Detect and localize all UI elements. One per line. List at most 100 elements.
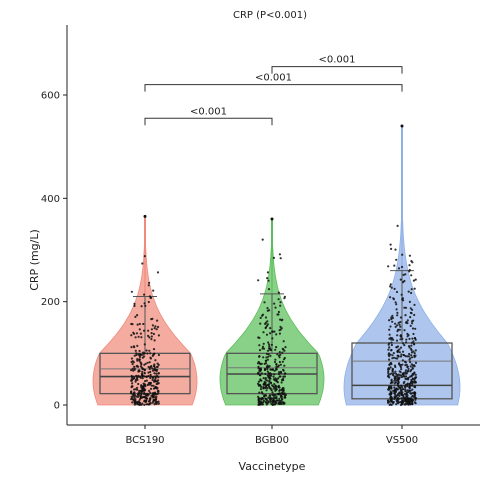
data-point <box>267 279 270 282</box>
data-point <box>271 337 274 340</box>
data-point <box>146 361 149 364</box>
data-point <box>406 394 409 397</box>
data-point <box>411 356 414 359</box>
data-point <box>136 323 139 326</box>
data-point <box>414 327 417 330</box>
data-point <box>283 297 286 300</box>
data-point <box>273 373 276 376</box>
data-point <box>279 402 282 405</box>
data-point <box>259 316 262 319</box>
data-point <box>262 331 265 334</box>
data-point <box>134 398 137 401</box>
data-point <box>275 333 278 336</box>
data-point <box>265 389 268 392</box>
data-point <box>146 383 149 387</box>
data-point <box>400 353 403 356</box>
data-point <box>389 285 392 288</box>
data-point <box>394 322 397 325</box>
data-point <box>265 401 268 404</box>
data-point <box>260 391 263 394</box>
data-point <box>273 360 277 364</box>
data-point <box>142 322 145 326</box>
data-point <box>270 402 273 405</box>
data-point <box>134 349 137 352</box>
data-point <box>387 368 390 371</box>
data-point <box>388 400 391 403</box>
data-point <box>135 377 139 380</box>
data-point <box>388 333 391 336</box>
data-point <box>399 403 403 407</box>
data-point <box>130 398 133 401</box>
data-point <box>262 377 265 380</box>
data-point <box>136 314 139 317</box>
data-point <box>271 330 274 333</box>
data-point <box>411 366 414 369</box>
data-point <box>134 336 137 339</box>
data-point <box>414 373 417 376</box>
data-point <box>413 401 416 404</box>
data-point <box>400 384 403 387</box>
data-point <box>389 283 392 286</box>
data-point <box>406 397 410 400</box>
data-point <box>279 301 282 304</box>
data-point <box>146 403 149 406</box>
data-point <box>143 352 146 355</box>
data-point <box>263 380 266 384</box>
data-point <box>267 353 270 356</box>
data-point <box>146 394 149 397</box>
data-point <box>263 368 267 371</box>
data-point <box>268 375 271 378</box>
data-point <box>278 371 281 374</box>
data-point <box>274 397 277 400</box>
data-point <box>278 399 281 402</box>
data-point <box>156 365 159 368</box>
data-point <box>403 306 406 309</box>
data-point <box>406 370 409 373</box>
data-point <box>137 374 140 377</box>
data-point <box>274 389 277 392</box>
data-point <box>267 366 270 369</box>
data-point <box>411 382 414 385</box>
data-point <box>150 296 153 299</box>
data-point <box>402 281 405 284</box>
data-point <box>266 368 269 371</box>
data-point <box>154 359 157 362</box>
data-point <box>396 324 399 327</box>
data-point <box>267 341 270 344</box>
data-point <box>136 358 139 361</box>
data-point <box>403 344 406 347</box>
data-point <box>409 316 412 319</box>
data-point <box>257 397 260 400</box>
data-point <box>149 376 152 380</box>
data-point <box>404 364 407 367</box>
data-point <box>154 380 157 383</box>
data-point <box>151 378 154 382</box>
data-point <box>261 238 264 241</box>
data-point <box>282 348 285 351</box>
data-point-max <box>143 214 147 218</box>
data-point <box>409 324 412 327</box>
data-point <box>130 391 133 394</box>
data-point <box>411 377 414 380</box>
data-point <box>138 349 141 353</box>
data-point <box>263 394 266 397</box>
data-point <box>399 374 402 377</box>
data-point <box>267 372 270 375</box>
data-point <box>412 350 415 353</box>
data-point <box>400 393 403 396</box>
data-point <box>390 372 394 375</box>
data-point <box>399 338 402 341</box>
data-point <box>272 256 275 259</box>
data-point <box>147 365 150 369</box>
data-point <box>396 382 399 385</box>
data-point <box>413 287 416 290</box>
data-point <box>407 376 410 379</box>
data-point <box>401 391 404 394</box>
data-point <box>263 383 267 386</box>
data-point <box>264 326 268 329</box>
data-point <box>391 357 394 360</box>
data-point <box>265 359 268 362</box>
data-point <box>141 353 144 356</box>
data-point <box>150 365 153 368</box>
